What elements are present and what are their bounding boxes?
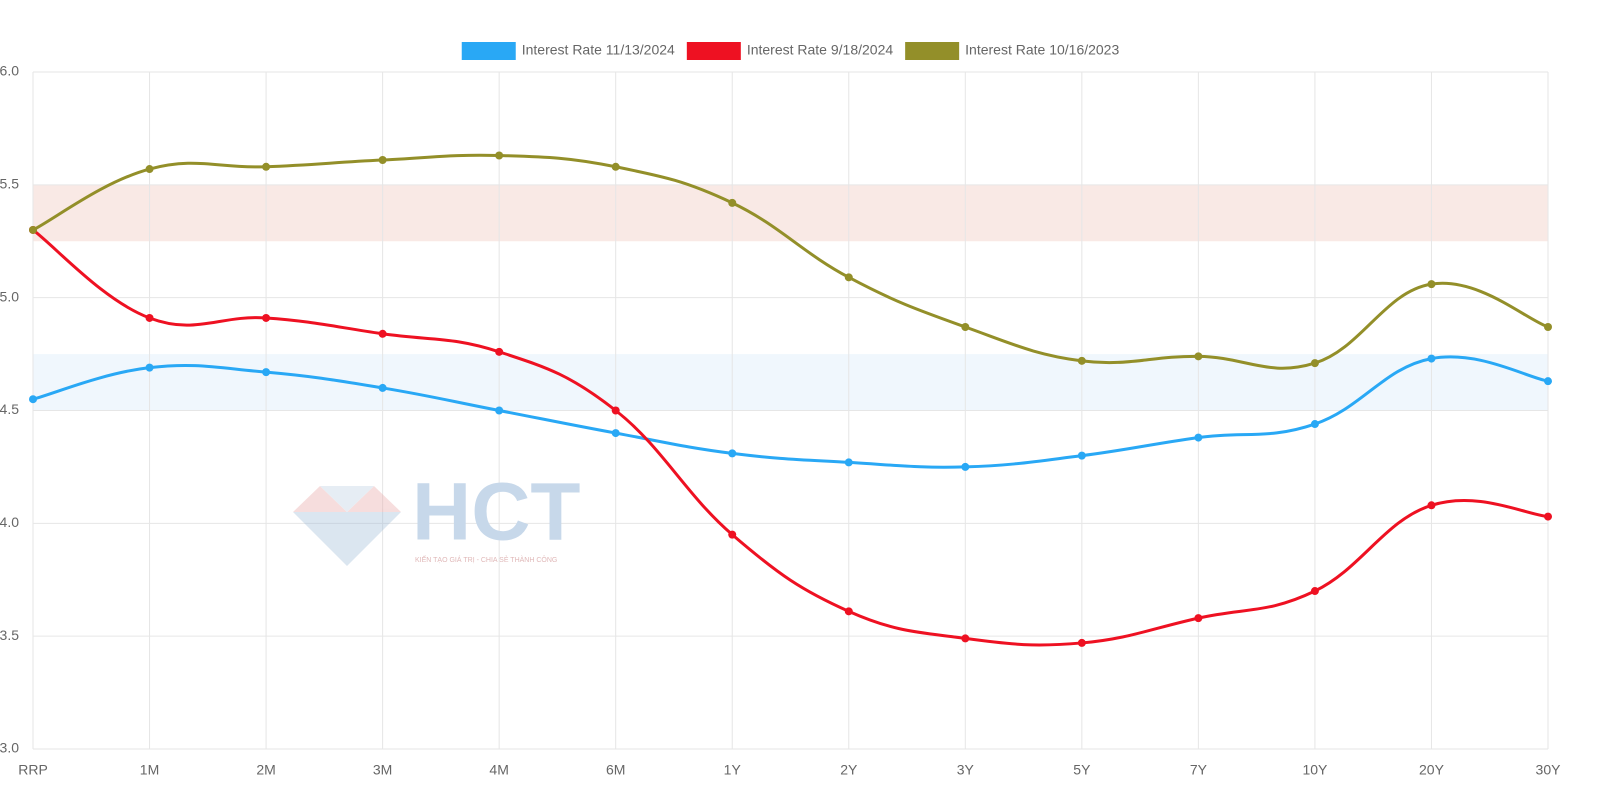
watermark-logo bbox=[293, 486, 401, 566]
data-point bbox=[1194, 433, 1203, 442]
watermark-tagline: KIẾN TẠO GIÁ TRỊ - CHIA SẺ THÀNH CÔNG bbox=[415, 554, 557, 564]
legend-swatch bbox=[905, 42, 960, 60]
plot-background bbox=[32, 71, 1549, 750]
data-point bbox=[262, 162, 271, 171]
y-tick-label: 5.0 bbox=[0, 288, 19, 304]
data-point bbox=[1427, 280, 1436, 289]
data-point bbox=[29, 225, 37, 234]
y-tick-label: 5.5 bbox=[0, 176, 19, 192]
data-point bbox=[1310, 587, 1319, 596]
data-point bbox=[844, 273, 853, 282]
legend-label: Interest Rate 10/16/2023 bbox=[965, 42, 1119, 58]
data-point bbox=[844, 607, 853, 616]
y-tick-label: 4.0 bbox=[0, 514, 19, 530]
x-tick-label: 1M bbox=[140, 762, 159, 778]
x-tick-label: 1Y bbox=[724, 762, 742, 778]
data-point bbox=[145, 165, 154, 174]
data-point bbox=[728, 530, 737, 539]
reference-band bbox=[33, 354, 1548, 411]
data-point bbox=[1544, 323, 1552, 332]
logo-shape bbox=[320, 486, 374, 512]
legend-swatch bbox=[461, 42, 516, 60]
y-tick-label: 6.0 bbox=[0, 63, 19, 79]
x-tick-label: 5Y bbox=[1073, 762, 1091, 778]
data-point bbox=[495, 347, 504, 356]
data-point bbox=[1077, 638, 1086, 647]
x-tick-label: RRP bbox=[18, 762, 48, 778]
x-tick-label: 2Y bbox=[840, 762, 858, 778]
x-tick-label: 3M bbox=[373, 762, 392, 778]
data-point bbox=[145, 313, 154, 322]
data-point bbox=[611, 162, 620, 171]
logo-shape bbox=[293, 486, 347, 512]
legend-label: Interest Rate 9/18/2024 bbox=[747, 42, 894, 58]
data-point bbox=[611, 429, 620, 438]
data-point bbox=[262, 368, 271, 377]
y-tick-label: 3.5 bbox=[0, 627, 19, 643]
reference-band bbox=[33, 184, 1548, 242]
data-point bbox=[1310, 359, 1319, 368]
logo-shape bbox=[293, 512, 401, 566]
data-point bbox=[495, 151, 504, 160]
x-tick-label: 10Y bbox=[1302, 762, 1328, 778]
watermark-title: HCT bbox=[412, 467, 581, 558]
x-tick-label: 30Y bbox=[1536, 762, 1562, 778]
data-point bbox=[844, 458, 853, 467]
data-point bbox=[961, 323, 970, 332]
data-point bbox=[1077, 356, 1086, 365]
data-point bbox=[262, 313, 271, 322]
x-tick-label: 7Y bbox=[1190, 762, 1208, 778]
data-point bbox=[145, 363, 154, 372]
data-point bbox=[378, 329, 387, 338]
x-tick-label: 6M bbox=[606, 762, 625, 778]
data-point bbox=[495, 406, 504, 415]
legend-swatch bbox=[686, 42, 741, 60]
data-point bbox=[378, 156, 387, 165]
x-tick-label: 3Y bbox=[957, 762, 975, 778]
data-point bbox=[378, 383, 387, 392]
y-tick-label: 4.5 bbox=[0, 401, 19, 417]
data-point bbox=[1194, 352, 1203, 361]
data-point bbox=[728, 449, 737, 458]
data-point bbox=[29, 395, 37, 404]
legend: Interest Rate 11/13/2024 Interest Rate 9/… bbox=[461, 42, 1119, 60]
data-point bbox=[1544, 512, 1552, 521]
logo-shape bbox=[347, 486, 401, 512]
legend-label: Interest Rate 11/13/2024 bbox=[522, 42, 675, 58]
data-point bbox=[1544, 377, 1552, 386]
data-point bbox=[1310, 420, 1319, 429]
data-point bbox=[961, 634, 970, 643]
x-tick-label: 2M bbox=[256, 762, 275, 778]
data-point bbox=[611, 406, 620, 415]
y-tick-label: 3.0 bbox=[0, 740, 19, 756]
data-point bbox=[1077, 451, 1086, 460]
data-point bbox=[1427, 501, 1436, 510]
series-line bbox=[32, 228, 1549, 647]
x-tick-label: 20Y bbox=[1419, 762, 1445, 778]
x-tick-label: 4M bbox=[489, 762, 508, 778]
data-point bbox=[1194, 614, 1203, 623]
data-point bbox=[1427, 354, 1436, 363]
data-point bbox=[961, 462, 970, 471]
data-point bbox=[728, 198, 737, 207]
